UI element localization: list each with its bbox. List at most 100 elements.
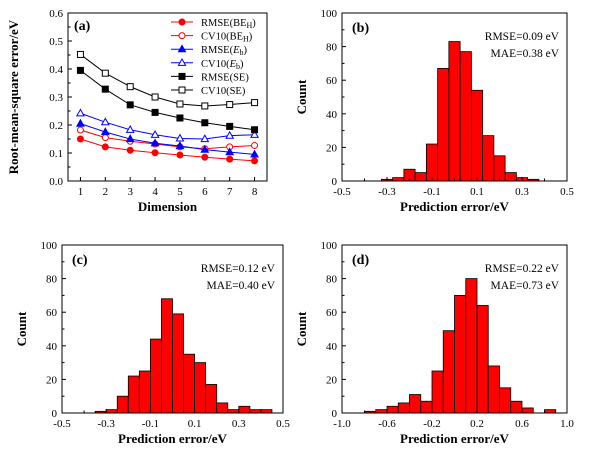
bar [216,402,229,414]
y-tick-label: 20 [326,374,338,386]
series-line [80,138,255,162]
data-point [76,66,84,74]
x-tick-label: 0.1 [188,418,202,430]
data-point [251,126,259,134]
y-tick-label: 0 [52,408,58,420]
rmse-annotation: RMSE=0.22 eV [485,263,560,275]
data-point [75,108,85,117]
data-point [175,133,185,142]
data-point [150,129,160,138]
series-5 [76,50,259,110]
x-tick-label: 2 [103,186,109,198]
x-tick-label: 7 [227,186,233,198]
y-tick-label: 40 [326,341,338,353]
data-point [150,138,160,147]
panel-label: (b) [352,21,369,36]
data-point [176,100,184,108]
x-tick-label: -0.2 [423,418,440,430]
x-tick-label: 1 [78,186,84,198]
bar [465,278,478,414]
bar [487,365,500,414]
legend-marker [178,72,186,80]
bar [249,409,262,414]
bar [392,177,405,182]
bar [431,370,444,414]
x-tick-label: -0.3 [97,418,115,430]
y-tick-label: 0.4 [49,64,63,76]
x-tick-label: -0.5 [53,418,71,430]
mae-annotation: MAE=0.40 eV [207,280,276,292]
bar [172,313,184,414]
bar [397,402,410,414]
legend-marker [177,57,187,66]
y-tick-label: 80 [326,274,338,286]
x-tick-label: -0.3 [378,186,396,198]
data-point [126,146,134,154]
rmse-annotation: RMSE=0.12 eV [201,263,276,275]
legend-entry: CV10(SE) [201,86,246,97]
series-2 [75,118,260,158]
data-point [225,147,235,156]
x-axis-label: Prediction error/eV [400,431,510,446]
x-tick-label: -1.0 [333,418,351,430]
panel-label: (d) [352,253,369,268]
x-tick-label: -0.5 [333,186,351,198]
data-point [225,130,235,139]
y-tick-label: 80 [46,274,58,286]
legend-entry: CV10(BEH) [201,32,253,44]
bar [260,409,273,414]
bar [386,405,399,414]
x-axis-label: Prediction error/eV [400,199,510,214]
y-tick-label: 0.5 [49,36,63,48]
x-axis-label: Prediction error/eV [118,431,228,446]
y-axis-label: Count [294,311,309,346]
legend-marker [178,86,186,94]
data-point [101,134,109,142]
data-point [126,101,134,109]
bar [227,409,240,414]
series-line [80,123,255,155]
x-tick-label: 0.1 [470,186,484,198]
data-point [176,151,184,159]
y-tick-label: 100 [321,240,338,252]
y-tick-label: 0 [332,408,338,420]
data-point [226,101,234,109]
x-tick-label: 0.3 [515,186,529,198]
bars [364,278,557,414]
x-tick-label: 0.2 [470,418,484,430]
x-tick-label: 5 [177,186,183,198]
bar [138,370,151,414]
y-tick-label: 100 [321,8,338,20]
panel-b: 0 20 40 60 80 100 -0.5 -0.3 -0.1 0.1 0.3 0.5 Predict… [294,8,574,214]
data-point [76,135,84,143]
data-point [151,149,159,157]
series-line [80,70,255,131]
series-4 [76,66,259,134]
bar [510,400,523,414]
data-point [201,153,209,161]
data-point [125,134,135,143]
bar [442,330,455,414]
y-tick-label: 40 [46,341,58,353]
legend-marker [178,18,186,26]
panel-c: 0 20 40 60 80 100 -0.5 -0.3 -0.1 0.1 0.3 0.5 Predict… [14,240,290,446]
bar [420,400,433,414]
data-point [200,134,210,143]
x-tick-label: 0.6 [515,418,529,430]
bar [459,51,472,182]
y-tick-label: 0 [332,176,338,188]
y-tick-label: 60 [46,307,58,319]
bar [183,353,196,414]
bar [414,172,427,182]
bar [205,384,218,414]
bar [409,394,422,414]
x-tick-label: 4 [152,186,158,198]
data-point [201,102,209,110]
data-point [76,126,84,134]
data-point [200,144,210,153]
bar [161,298,173,414]
bar [521,407,534,414]
bar [375,409,388,414]
legend-entry: CV10(Eb) [201,59,244,71]
bar [476,305,489,414]
